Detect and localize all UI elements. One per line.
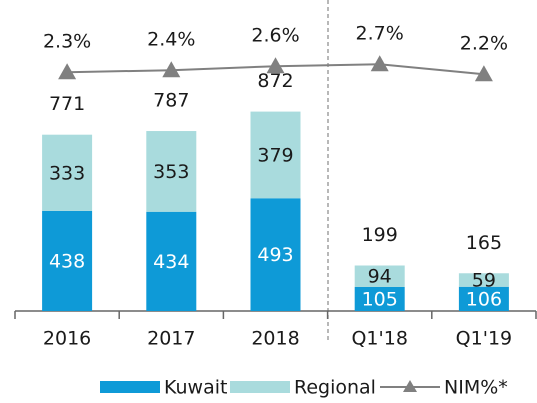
line-marker [266, 57, 285, 74]
bar-value-label: 105 [362, 288, 398, 310]
bar-value-label: 434 [153, 251, 189, 273]
line-value-label: 2.3% [43, 31, 91, 53]
legend-label: Regional [294, 377, 376, 399]
line-marker [370, 55, 389, 72]
bar-segment [146, 131, 197, 212]
bar-value-label: 59 [472, 270, 496, 292]
total-label: 199 [362, 224, 398, 246]
legend-swatch-marker [403, 380, 417, 392]
line-value-label: 2.7% [356, 23, 404, 45]
line-marker [58, 63, 77, 80]
bar-segment [354, 286, 405, 311]
line-value-label: 2.6% [251, 25, 299, 47]
bar-segment [458, 286, 509, 311]
legend-label: NIM%* [444, 377, 508, 399]
bar-segment [42, 134, 93, 211]
legend-label: Kuwait [164, 377, 227, 399]
x-tick-label: Q1'18 [351, 328, 407, 350]
x-tick-label: 2016 [43, 328, 91, 350]
total-label: 771 [49, 93, 85, 115]
bar-value-label: 333 [49, 162, 85, 184]
line-value-label: 2.4% [147, 29, 195, 51]
bar-segment [42, 210, 93, 311]
bar-segment [458, 273, 509, 287]
line-value-label: 2.2% [460, 33, 508, 55]
bar-value-label: 493 [257, 244, 293, 266]
bar-segment [146, 211, 197, 311]
legend-swatch [230, 381, 290, 393]
bar-value-label: 353 [153, 161, 189, 183]
x-tick-label: Q1'19 [456, 328, 512, 350]
bar-segment [354, 265, 405, 287]
x-tick-label: 2018 [251, 328, 299, 350]
bar-segment [250, 198, 301, 311]
bar-segment [250, 111, 301, 199]
line-marker [474, 65, 493, 82]
total-label: 872 [257, 70, 293, 92]
total-label: 165 [466, 232, 502, 254]
bar-value-label: 379 [257, 144, 293, 166]
line-marker [162, 61, 181, 78]
bar-value-label: 438 [49, 250, 85, 272]
legend-swatch [100, 381, 160, 393]
bar-value-label: 94 [368, 266, 392, 288]
x-tick-label: 2017 [147, 328, 195, 350]
bar-value-label: 106 [466, 288, 502, 310]
total-label: 787 [153, 90, 189, 112]
